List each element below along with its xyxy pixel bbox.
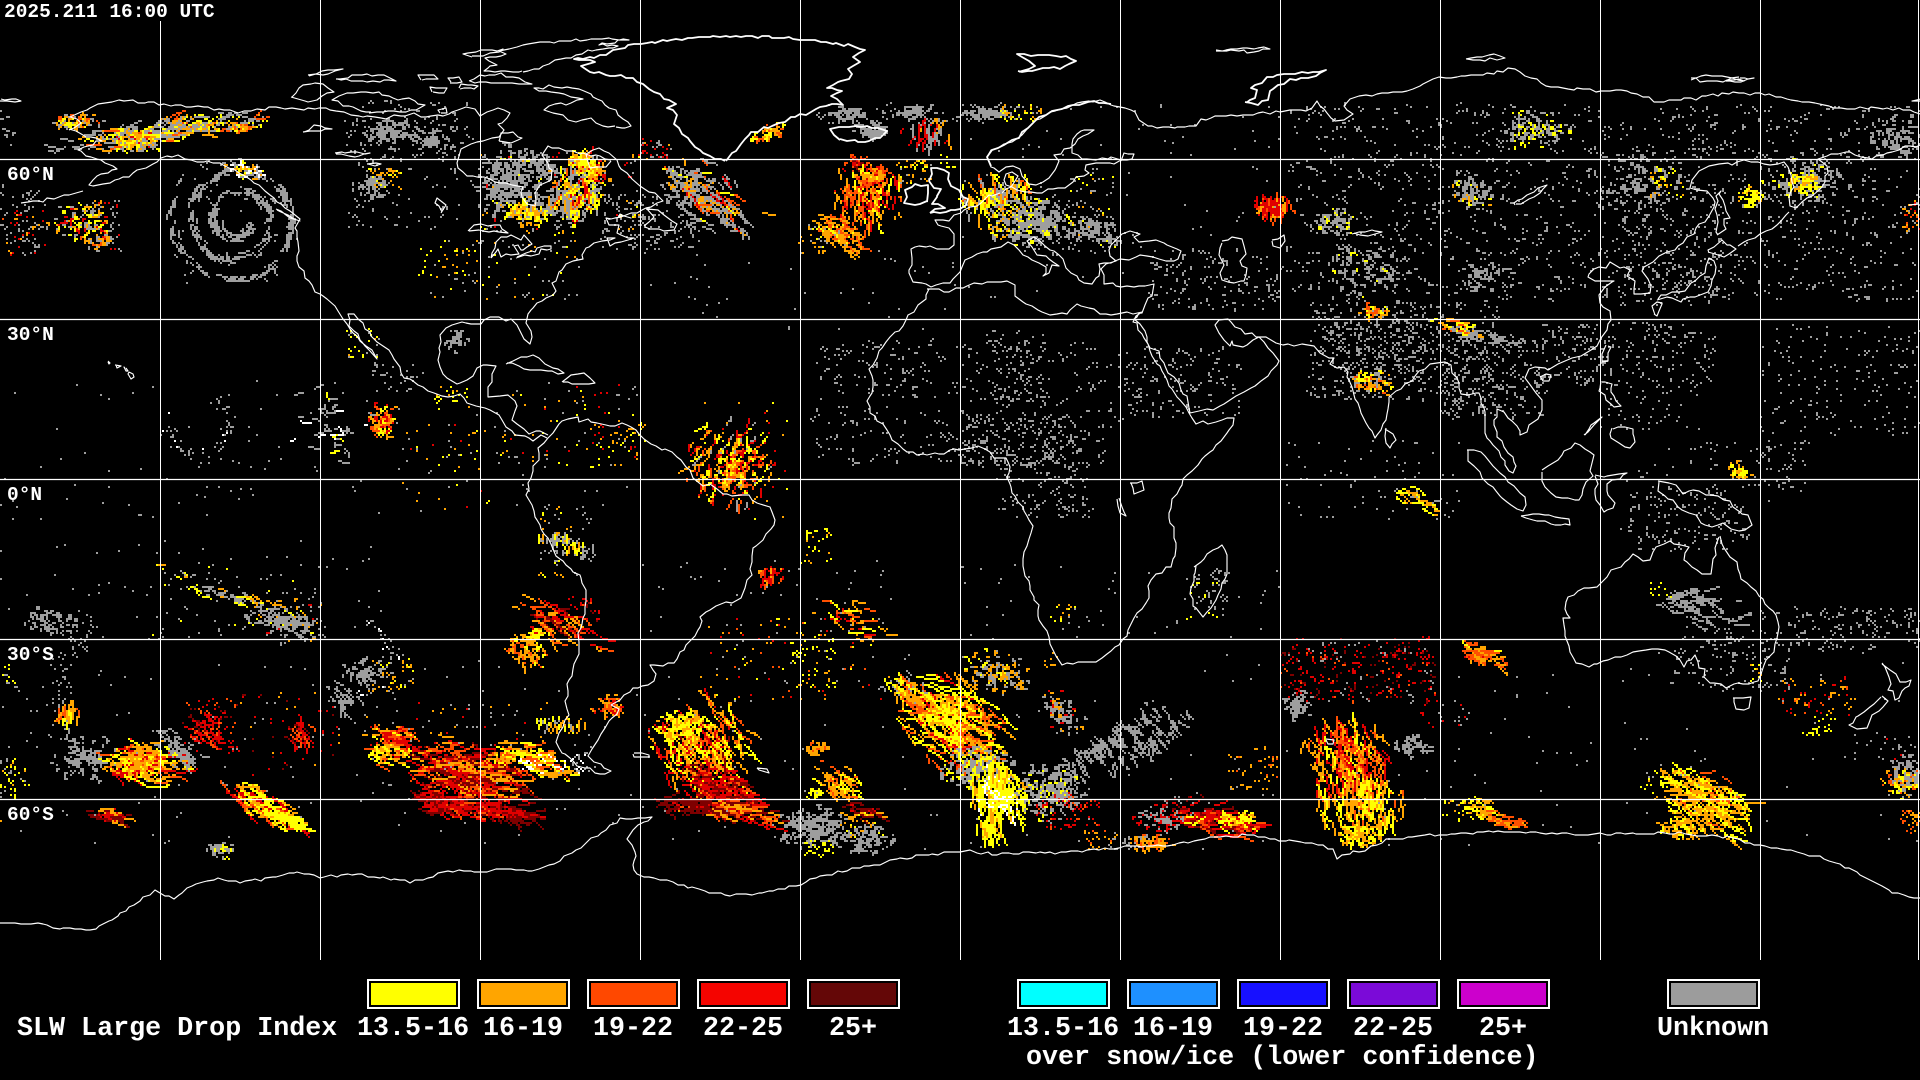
svg-text:19-22: 19-22 bbox=[1243, 1014, 1323, 1044]
svg-text:25+: 25+ bbox=[1479, 1014, 1527, 1044]
svg-text:22-25: 22-25 bbox=[1353, 1014, 1433, 1044]
svg-text:25+: 25+ bbox=[829, 1014, 877, 1044]
svg-text:16-19: 16-19 bbox=[1133, 1014, 1213, 1044]
svg-text:13.5-16: 13.5-16 bbox=[357, 1014, 469, 1044]
svg-text:13.5-16: 13.5-16 bbox=[1007, 1014, 1119, 1044]
svg-text:2025.211 16:00 UTC: 2025.211 16:00 UTC bbox=[4, 1, 215, 23]
svg-text:16-19: 16-19 bbox=[483, 1014, 563, 1044]
svg-text:19-22: 19-22 bbox=[593, 1014, 673, 1044]
svg-text:Unknown: Unknown bbox=[1657, 1014, 1769, 1044]
svg-text:30°N: 30°N bbox=[7, 324, 54, 346]
svg-text:over snow/ice (lower confidenc: over snow/ice (lower confidence) bbox=[1026, 1043, 1538, 1073]
svg-text:60°N: 60°N bbox=[7, 164, 54, 186]
svg-text:30°S: 30°S bbox=[7, 644, 54, 666]
svg-text:SLW Large Drop Index: SLW Large Drop Index bbox=[17, 1014, 337, 1044]
svg-text:22-25: 22-25 bbox=[703, 1014, 783, 1044]
svg-text:0°N: 0°N bbox=[7, 484, 42, 506]
svg-text:60°S: 60°S bbox=[7, 804, 54, 826]
